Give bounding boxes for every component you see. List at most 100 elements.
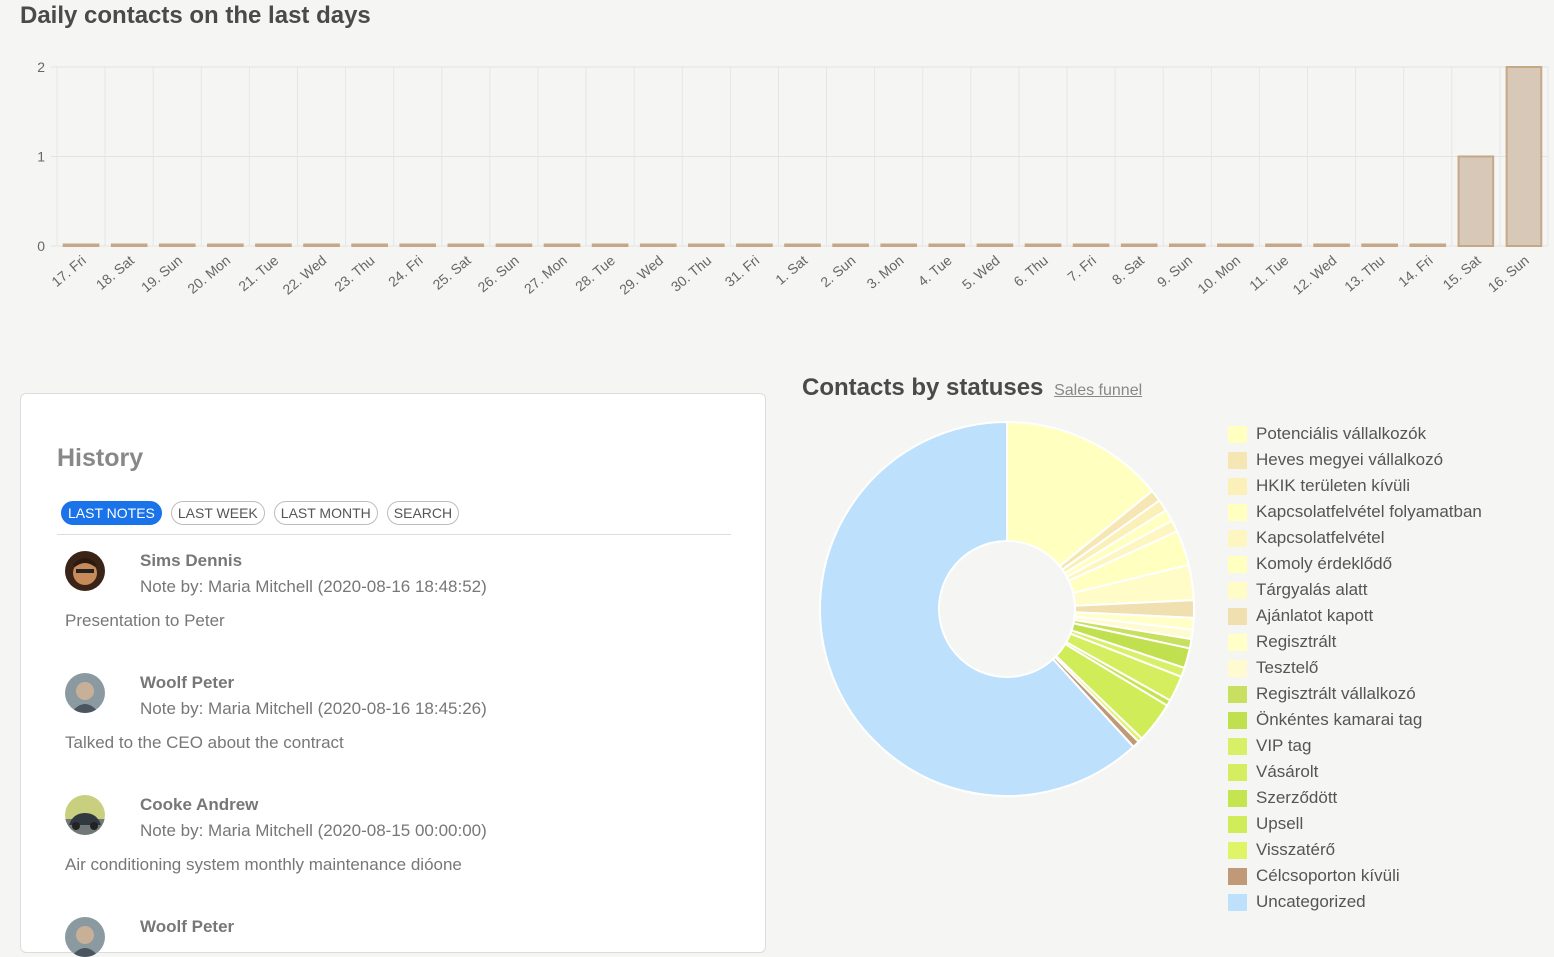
avatar[interactable] [65, 673, 105, 713]
bar[interactable] [543, 243, 581, 247]
x-tick-label: 17. Fri [48, 252, 89, 290]
bar[interactable] [1505, 66, 1543, 247]
note-text: Presentation to Peter [65, 611, 225, 630]
note-contact-name[interactable]: Woolf Peter [140, 917, 235, 936]
legend-swatch [1228, 867, 1247, 885]
legend-swatch [1228, 763, 1247, 781]
legend-item[interactable]: Kapcsolatfelvétel [1228, 525, 1482, 551]
note-text: Talked to the CEO about the contract [65, 733, 344, 752]
legend-swatch [1228, 737, 1247, 755]
note-contact-name[interactable]: Woolf Peter [140, 673, 235, 692]
legend-item[interactable]: Regisztrált [1228, 629, 1482, 655]
legend-item[interactable]: Vásárolt [1228, 759, 1482, 785]
x-tick-label: 24. Fri [385, 252, 426, 290]
legend-item[interactable]: Szerződött [1228, 785, 1482, 811]
avatar-person-icon [65, 551, 105, 591]
x-tick-label: 25. Sat [429, 252, 473, 293]
bar[interactable] [447, 243, 485, 247]
note-contact-name[interactable]: Sims Dennis [140, 551, 243, 570]
legend-item[interactable]: Upsell [1228, 811, 1482, 837]
donut-slice[interactable] [1006, 420, 1154, 568]
bar[interactable] [1457, 155, 1495, 247]
x-tick-label: 10. Mon [1194, 252, 1243, 297]
sales-funnel-link[interactable]: Sales funnel [1054, 382, 1143, 399]
bar[interactable] [928, 243, 966, 247]
note-text: Air conditioning system monthly maintena… [65, 855, 462, 874]
bar[interactable] [399, 243, 437, 247]
bar[interactable] [1217, 243, 1254, 247]
tab-last-month[interactable]: LAST MONTH [273, 501, 378, 525]
bar[interactable] [1120, 243, 1158, 247]
bar[interactable] [495, 243, 533, 247]
bar[interactable] [207, 243, 244, 247]
tab-last-notes[interactable]: LAST NOTES [61, 501, 162, 525]
history-title: History [57, 444, 144, 472]
x-tick-label: 9. Sun [1154, 252, 1195, 290]
avatar-person-icon [65, 673, 105, 713]
bar[interactable] [1313, 243, 1350, 247]
legend-swatch [1228, 841, 1247, 859]
legend-swatch [1228, 789, 1247, 807]
legend-item[interactable]: Tesztelő [1228, 655, 1482, 681]
legend-item[interactable]: VIP tag [1228, 733, 1482, 759]
bar[interactable] [351, 243, 388, 247]
bar[interactable] [1072, 243, 1110, 247]
contacts-by-status-donut-chart [819, 420, 1195, 797]
bar[interactable] [1168, 243, 1206, 247]
bar[interactable] [832, 243, 869, 247]
bar[interactable] [62, 243, 100, 247]
bar[interactable] [158, 243, 196, 247]
avatar[interactable] [65, 551, 105, 591]
bar[interactable] [303, 243, 340, 247]
x-tick-label: 5. Wed [959, 252, 1003, 293]
avatar[interactable] [65, 795, 105, 835]
legend-item[interactable]: Visszatérő [1228, 837, 1482, 863]
legend-item[interactable]: Komoly érdeklődő [1228, 551, 1482, 577]
x-tick-label: 13. Thu [1341, 252, 1387, 295]
bar[interactable] [1361, 243, 1398, 247]
legend-swatch [1228, 529, 1247, 547]
note-contact-name[interactable]: Cooke Andrew [140, 795, 259, 814]
bar[interactable] [255, 243, 292, 247]
y-tick-label: 2 [37, 59, 45, 75]
tab-search[interactable]: SEARCH [386, 501, 460, 525]
tabs-divider [57, 534, 731, 535]
x-tick-label: 7. Fri [1064, 252, 1099, 285]
x-tick-label: 22. Wed [279, 252, 329, 298]
bar[interactable] [784, 243, 821, 247]
bar[interactable] [639, 243, 677, 247]
legend-swatch [1228, 607, 1247, 625]
bar[interactable] [1409, 243, 1447, 247]
legend-label: Tesztelő [1256, 658, 1319, 677]
bar[interactable] [591, 243, 629, 247]
legend-swatch [1228, 685, 1247, 703]
legend-item[interactable]: Kapcsolatfelvétel folyamatban [1228, 499, 1482, 525]
legend-label: Upsell [1256, 814, 1304, 833]
legend-item[interactable]: Uncategorized [1228, 889, 1482, 915]
legend-item[interactable]: Önkéntes kamarai tag [1228, 707, 1482, 733]
bar[interactable] [1024, 243, 1062, 247]
bar[interactable] [880, 243, 918, 247]
x-tick-label: 21. Tue [235, 252, 281, 294]
avatar[interactable] [65, 917, 105, 957]
legend-item[interactable]: Célcsoporton kívüli [1228, 863, 1482, 889]
history-tabs: LAST NOTES LAST WEEK LAST MONTH SEARCH [61, 501, 460, 525]
bar[interactable] [1265, 243, 1302, 247]
legend-swatch [1228, 425, 1247, 443]
bar[interactable] [687, 243, 725, 247]
legend-item[interactable]: Heves megyei vállalkozó [1228, 447, 1482, 473]
legend-label: Önkéntes kamarai tag [1256, 710, 1423, 729]
x-tick-label: 11. Tue [1246, 252, 1291, 294]
tab-last-week[interactable]: LAST WEEK [170, 501, 265, 525]
donut-slice[interactable] [819, 420, 1135, 797]
legend-item[interactable]: Ajánlatot kapott [1228, 603, 1482, 629]
legend-item[interactable]: HKIK területen kívüli [1228, 473, 1482, 499]
legend-item[interactable]: Tárgyalás alatt [1228, 577, 1482, 603]
legend-item[interactable]: Potenciális vállalkozók [1228, 421, 1482, 447]
y-tick-label: 0 [37, 238, 45, 254]
legend-item[interactable]: Regisztrált vállalkozó [1228, 681, 1482, 707]
bar[interactable] [736, 243, 773, 247]
bar[interactable] [976, 243, 1014, 247]
x-tick-label: 12. Wed [1289, 252, 1339, 298]
bar[interactable] [110, 243, 148, 247]
